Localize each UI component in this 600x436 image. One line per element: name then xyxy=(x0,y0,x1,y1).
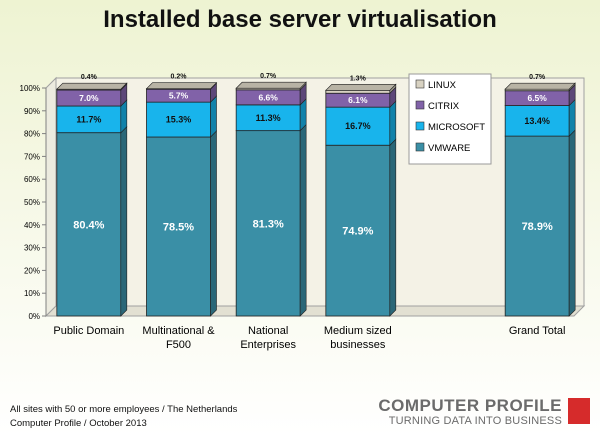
x-category-label: businesses xyxy=(330,339,386,351)
data-label-microsoft: 15.3% xyxy=(166,115,192,125)
data-label-citrix: 5.7% xyxy=(169,91,189,101)
x-category-label: Grand Total xyxy=(509,325,566,337)
legend-label-citrix: CITRIX xyxy=(428,101,460,112)
y-tick-label: 0% xyxy=(28,312,40,321)
logo-red-square xyxy=(568,398,590,424)
data-label-citrix: 6.5% xyxy=(527,93,547,103)
y-tick-label: 90% xyxy=(24,107,40,116)
data-label-vmware: 74.9% xyxy=(342,226,373,238)
y-tick-label: 80% xyxy=(24,130,40,139)
bar-segment-vmware xyxy=(504,135,570,317)
bar-side-vmware xyxy=(568,129,576,317)
bar-top-cap xyxy=(56,82,128,90)
data-label-linux: 0.2% xyxy=(171,74,188,81)
bar-top-cap xyxy=(325,83,397,91)
bar-top-cap xyxy=(504,82,576,90)
bar-top-cap xyxy=(235,81,307,89)
data-label-citrix: 6.1% xyxy=(348,95,368,105)
data-label-vmware: 80.4% xyxy=(73,219,104,231)
data-label-linux: 0.4% xyxy=(81,74,98,81)
y-tick-label: 30% xyxy=(24,244,40,253)
data-label-microsoft: 16.7% xyxy=(345,121,371,131)
bar-side-microsoft xyxy=(389,100,397,146)
data-label-microsoft: 13.4% xyxy=(524,116,550,126)
chart-title: Installed base server virtualisation xyxy=(103,6,497,33)
plot-side-wall xyxy=(45,76,57,318)
bar-segment-microsoft xyxy=(56,105,122,134)
legend-label-vmware: VMWARE xyxy=(428,143,470,154)
legend-swatch-linux xyxy=(415,79,425,89)
data-label-vmware: 78.5% xyxy=(163,222,194,234)
y-tick-label: 20% xyxy=(24,266,40,275)
data-label-citrix: 7.0% xyxy=(79,93,99,103)
bar-side-vmware xyxy=(120,125,128,317)
legend-swatch-citrix xyxy=(415,100,425,110)
data-label-microsoft: 11.3% xyxy=(256,113,281,123)
legend-label-linux: LINUX xyxy=(428,80,457,91)
bar-side-vmware xyxy=(210,130,217,317)
bar-side-microsoft xyxy=(210,95,217,138)
y-tick-label: 100% xyxy=(20,84,40,93)
y-tick-label: 70% xyxy=(24,152,40,161)
data-label-linux: 0.7% xyxy=(529,74,546,81)
bar-segment-microsoft xyxy=(146,101,211,138)
data-label-linux: 0.7% xyxy=(260,73,277,80)
logo-tagline: TURNING DATA INTO BUSINESS xyxy=(388,415,562,427)
bar-segment-linux xyxy=(325,89,391,94)
bar-top-cap xyxy=(145,82,218,89)
legend-label-microsoft: MICROSOFT xyxy=(428,122,485,133)
data-label-microsoft: 11.7% xyxy=(76,114,101,124)
bar-segment-vmware xyxy=(56,132,122,317)
bar-side-vmware xyxy=(299,123,307,317)
legend-swatch-vmware xyxy=(415,142,425,152)
footer-source-line2: Computer Profile / October 2013 xyxy=(10,418,147,429)
data-label-vmware: 81.3% xyxy=(253,218,284,230)
data-label-vmware: 78.9% xyxy=(522,221,553,233)
logo-wordmark: COMPUTER PROFILE xyxy=(378,396,562,415)
y-tick-label: 50% xyxy=(24,198,40,207)
legend-swatch-microsoft xyxy=(415,121,425,131)
y-tick-label: 60% xyxy=(24,175,40,184)
data-label-citrix: 6.6% xyxy=(258,92,278,102)
footer-source-line1: All sites with 50 or more employees / Th… xyxy=(10,404,238,415)
computer-profile-logo: COMPUTER PROFILE TURNING DATA INTO BUSIN… xyxy=(372,396,594,432)
x-category-label: National xyxy=(248,325,288,337)
x-category-label: Medium sized xyxy=(324,325,392,337)
y-tick-label: 10% xyxy=(24,289,40,298)
data-label-linux: 1.3% xyxy=(350,75,367,82)
x-category-label: Enterprises xyxy=(240,339,296,351)
bar-segment-vmware xyxy=(235,130,301,317)
x-category-label: F500 xyxy=(166,339,191,351)
bar-side-vmware xyxy=(389,138,397,317)
bar-segment-microsoft xyxy=(235,104,301,132)
x-category-label: Public Domain xyxy=(53,325,124,337)
y-tick-label: 40% xyxy=(24,221,40,230)
x-category-label: Multinational & xyxy=(142,325,215,337)
bar-segment-microsoft xyxy=(504,105,570,137)
